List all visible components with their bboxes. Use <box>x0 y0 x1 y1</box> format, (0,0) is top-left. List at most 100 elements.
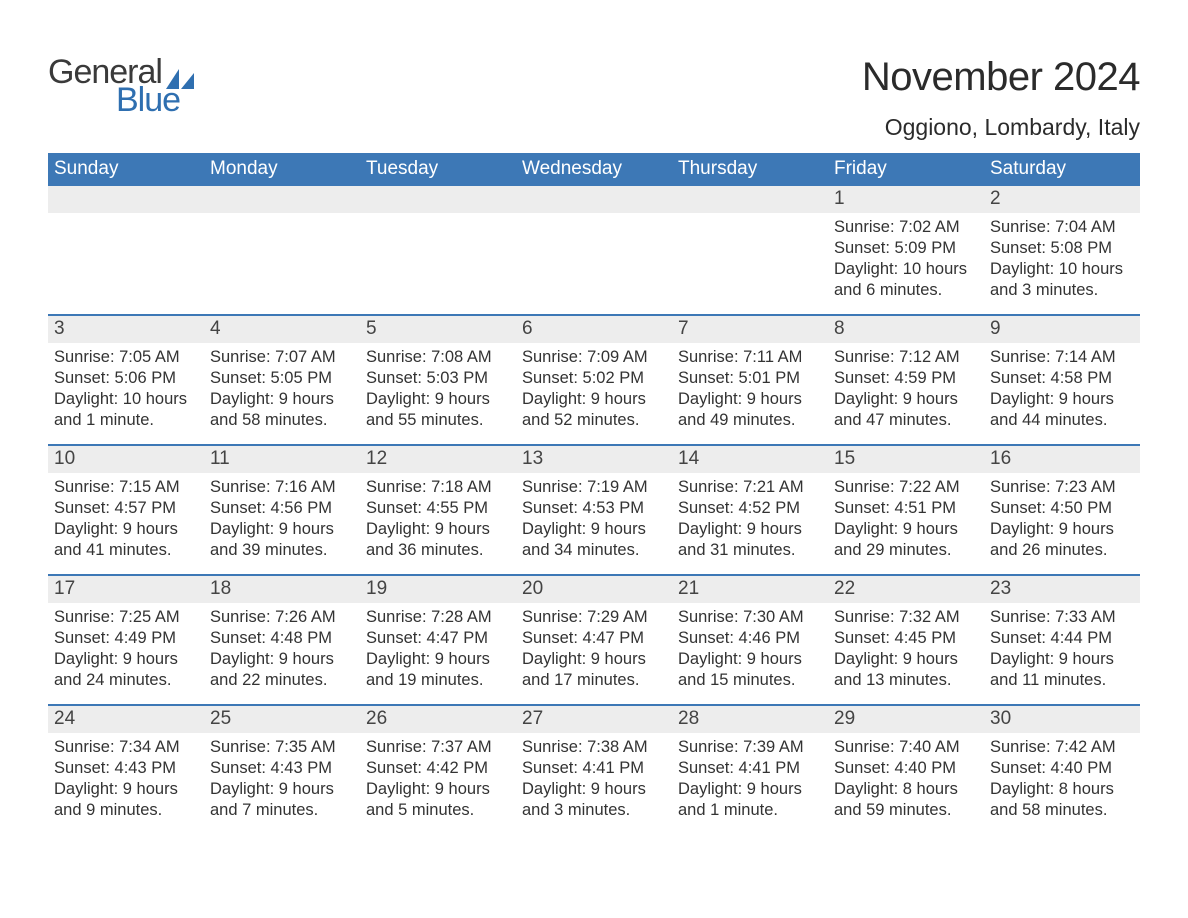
day-number: 13 <box>516 446 672 473</box>
calendar-day: 13Sunrise: 7:19 AMSunset: 4:53 PMDayligh… <box>516 446 672 574</box>
calendar-day-empty <box>48 186 204 314</box>
day-number: 23 <box>984 576 1140 603</box>
calendar-day-empty <box>672 186 828 314</box>
sunset-text: Sunset: 4:51 PM <box>834 498 978 519</box>
sunset-text: Sunset: 4:50 PM <box>990 498 1134 519</box>
day-details: Sunrise: 7:25 AMSunset: 4:49 PMDaylight:… <box>48 603 204 697</box>
sunrise-text: Sunrise: 7:04 AM <box>990 217 1134 238</box>
day-number: 3 <box>48 316 204 343</box>
calendar-day: 7Sunrise: 7:11 AMSunset: 5:01 PMDaylight… <box>672 316 828 444</box>
day-number: 10 <box>48 446 204 473</box>
daylight-text: Daylight: 9 hours and 34 minutes. <box>522 519 666 561</box>
day-details: Sunrise: 7:16 AMSunset: 4:56 PMDaylight:… <box>204 473 360 567</box>
sunset-text: Sunset: 4:41 PM <box>678 758 822 779</box>
daylight-text: Daylight: 9 hours and 24 minutes. <box>54 649 198 691</box>
sunset-text: Sunset: 4:45 PM <box>834 628 978 649</box>
sunset-text: Sunset: 4:43 PM <box>210 758 354 779</box>
daylight-text: Daylight: 9 hours and 31 minutes. <box>678 519 822 561</box>
day-details: Sunrise: 7:09 AMSunset: 5:02 PMDaylight:… <box>516 343 672 437</box>
day-number <box>516 186 672 213</box>
sunset-text: Sunset: 5:05 PM <box>210 368 354 389</box>
sunset-text: Sunset: 4:40 PM <box>990 758 1134 779</box>
day-details: Sunrise: 7:28 AMSunset: 4:47 PMDaylight:… <box>360 603 516 697</box>
sunset-text: Sunset: 4:48 PM <box>210 628 354 649</box>
weekday-header: Thursday <box>672 153 828 186</box>
sunrise-text: Sunrise: 7:05 AM <box>54 347 198 368</box>
daylight-text: Daylight: 9 hours and 44 minutes. <box>990 389 1134 431</box>
calendar-day: 11Sunrise: 7:16 AMSunset: 4:56 PMDayligh… <box>204 446 360 574</box>
calendar-week: 24Sunrise: 7:34 AMSunset: 4:43 PMDayligh… <box>48 704 1140 834</box>
day-number: 5 <box>360 316 516 343</box>
day-number: 30 <box>984 706 1140 733</box>
sunrise-text: Sunrise: 7:09 AM <box>522 347 666 368</box>
sunset-text: Sunset: 5:02 PM <box>522 368 666 389</box>
daylight-text: Daylight: 9 hours and 9 minutes. <box>54 779 198 821</box>
sunrise-text: Sunrise: 7:11 AM <box>678 347 822 368</box>
sunrise-text: Sunrise: 7:14 AM <box>990 347 1134 368</box>
day-details: Sunrise: 7:29 AMSunset: 4:47 PMDaylight:… <box>516 603 672 697</box>
daylight-text: Daylight: 9 hours and 52 minutes. <box>522 389 666 431</box>
calendar-day: 29 Sunrise: 7:40 AMSunset: 4:40 PMDayligh… <box>828 706 984 834</box>
daylight-text: Daylight: 8 hours and 59 minutes. <box>834 779 978 821</box>
weekday-header-row: SundayMondayTuesdayWednesdayThursdayFrid… <box>48 153 1140 186</box>
day-details: Sunrise: 7:19 AMSunset: 4:53 PMDaylight:… <box>516 473 672 567</box>
day-details: Sunrise: 7:12 AMSunset: 4:59 PMDaylight:… <box>828 343 984 437</box>
day-details: Sunrise: 7:33 AMSunset: 4:44 PMDaylight:… <box>984 603 1140 697</box>
calendar-week: 1Sunrise: 7:02 AMSunset: 5:09 PMDaylight… <box>48 186 1140 314</box>
sunrise-text: Sunrise: 7:12 AM <box>834 347 978 368</box>
weekday-header: Wednesday <box>516 153 672 186</box>
daylight-text: Daylight: 9 hours and 41 minutes. <box>54 519 198 561</box>
sunset-text: Sunset: 4:59 PM <box>834 368 978 389</box>
sunrise-text: Sunrise: 7:18 AM <box>366 477 510 498</box>
calendar-day: 3Sunrise: 7:05 AMSunset: 5:06 PMDaylight… <box>48 316 204 444</box>
weekday-header: Sunday <box>48 153 204 186</box>
day-number: 4 <box>204 316 360 343</box>
day-details: Sunrise: 7:08 AMSunset: 5:03 PMDaylight:… <box>360 343 516 437</box>
day-number: 15 <box>828 446 984 473</box>
day-details: Sunrise: 7:35 AMSunset: 4:43 PMDaylight:… <box>204 733 360 827</box>
day-details: Sunrise: 7:42 AMSunset: 4:40 PMDaylight:… <box>984 733 1140 827</box>
day-number: 8 <box>828 316 984 343</box>
calendar-day: 23Sunrise: 7:33 AMSunset: 4:44 PMDayligh… <box>984 576 1140 704</box>
sunrise-text: Sunrise: 7:38 AM <box>522 737 666 758</box>
day-details: Sunrise: 7:15 AMSunset: 4:57 PMDaylight:… <box>48 473 204 567</box>
calendar-day: 27Sunrise: 7:38 AMSunset: 4:41 PMDayligh… <box>516 706 672 834</box>
daylight-text: Daylight: 9 hours and 15 minutes. <box>678 649 822 691</box>
calendar-week: 10Sunrise: 7:15 AMSunset: 4:57 PMDayligh… <box>48 444 1140 574</box>
day-number: 16 <box>984 446 1140 473</box>
sunrise-text: Sunrise: 7:40 AM <box>834 737 978 758</box>
day-details: Sunrise: 7:39 AMSunset: 4:41 PMDaylight:… <box>672 733 828 827</box>
calendar-day: 19Sunrise: 7:28 AMSunset: 4:47 PMDayligh… <box>360 576 516 704</box>
calendar-day-empty <box>204 186 360 314</box>
sunset-text: Sunset: 4:56 PM <box>210 498 354 519</box>
day-number <box>48 186 204 213</box>
calendar-day: 1Sunrise: 7:02 AMSunset: 5:09 PMDaylight… <box>828 186 984 314</box>
brand-logo: General Blue <box>48 55 194 117</box>
day-details: Sunrise: 7:21 AMSunset: 4:52 PMDaylight:… <box>672 473 828 567</box>
day-details: Sunrise: 7:26 AMSunset: 4:48 PMDaylight:… <box>204 603 360 697</box>
sunset-text: Sunset: 4:40 PM <box>834 758 978 779</box>
daylight-text: Daylight: 9 hours and 22 minutes. <box>210 649 354 691</box>
daylight-text: Daylight: 9 hours and 36 minutes. <box>366 519 510 561</box>
daylight-text: Daylight: 10 hours and 1 minute. <box>54 389 198 431</box>
sunset-text: Sunset: 4:57 PM <box>54 498 198 519</box>
sunset-text: Sunset: 5:08 PM <box>990 238 1134 259</box>
day-number: 22 <box>828 576 984 603</box>
sunrise-text: Sunrise: 7:32 AM <box>834 607 978 628</box>
sunset-text: Sunset: 5:01 PM <box>678 368 822 389</box>
sunrise-text: Sunrise: 7:07 AM <box>210 347 354 368</box>
sunset-text: Sunset: 4:41 PM <box>522 758 666 779</box>
daylight-text: Daylight: 9 hours and 26 minutes. <box>990 519 1134 561</box>
day-number: 29 <box>828 706 984 733</box>
sunrise-text: Sunrise: 7:29 AM <box>522 607 666 628</box>
day-number: 12 <box>360 446 516 473</box>
calendar-page: General Blue November 2024 Oggiono, Lomb… <box>0 0 1188 874</box>
daylight-text: Daylight: 9 hours and 7 minutes. <box>210 779 354 821</box>
sunrise-text: Sunrise: 7:21 AM <box>678 477 822 498</box>
sunrise-text: Sunrise: 7:23 AM <box>990 477 1134 498</box>
calendar-grid: SundayMondayTuesdayWednesdayThursdayFrid… <box>48 153 1140 834</box>
calendar-day: 9Sunrise: 7:14 AMSunset: 4:58 PMDaylight… <box>984 316 1140 444</box>
calendar-day: 15Sunrise: 7:22 AMSunset: 4:51 PMDayligh… <box>828 446 984 574</box>
daylight-text: Daylight: 9 hours and 58 minutes. <box>210 389 354 431</box>
sunset-text: Sunset: 4:47 PM <box>366 628 510 649</box>
